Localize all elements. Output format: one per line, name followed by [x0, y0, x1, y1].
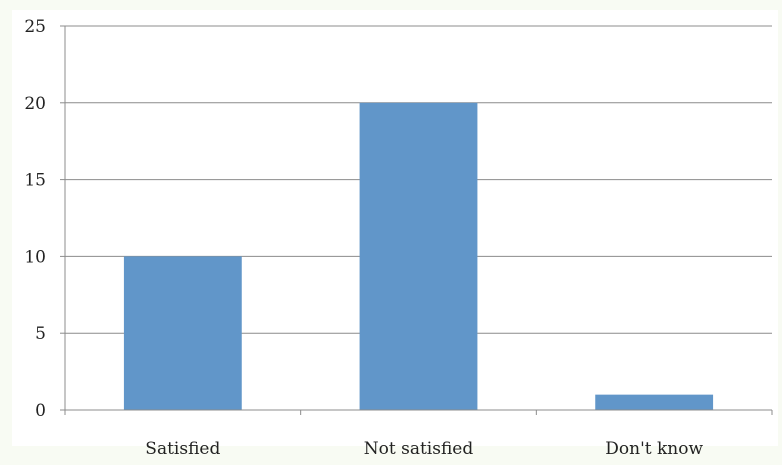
- x-tick-label: Satisfied: [145, 439, 220, 459]
- bar-satisfied: [123, 256, 242, 410]
- y-tick-label: 15: [24, 171, 46, 191]
- y-tick-label: 5: [35, 324, 46, 344]
- bar-don-t-know: [595, 394, 714, 410]
- bars: [123, 102, 714, 411]
- y-tick-label: 20: [24, 94, 46, 114]
- y-tick-label: 0: [35, 401, 46, 421]
- y-tick-label: 25: [24, 17, 46, 37]
- x-tick-label: Not satisfied: [364, 439, 474, 459]
- x-tick-label: Don't know: [605, 439, 703, 459]
- bar-not-satisfied: [359, 102, 478, 411]
- y-tick-label: 10: [24, 247, 46, 267]
- y-tick-labels: 0 5 10 15 20 25: [24, 17, 46, 421]
- axes: [60, 25, 773, 415]
- x-tick-labels: Satisfied Not satisfied Don't know: [145, 439, 703, 459]
